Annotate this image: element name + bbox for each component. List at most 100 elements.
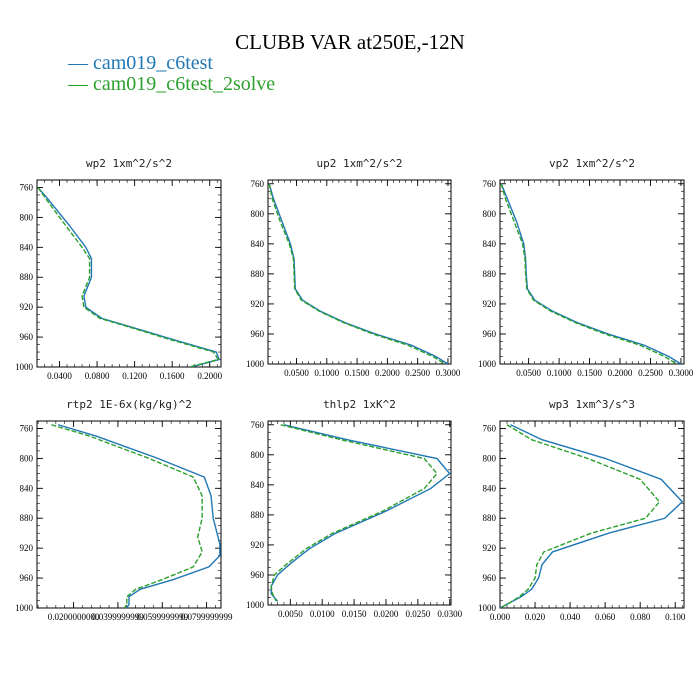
figure-title: CLUBB VAR at250E,-12N [235, 30, 465, 54]
y-tick-label: 840 [483, 483, 497, 493]
x-tick-label: 0.2500 [405, 368, 430, 378]
plot-frame [499, 420, 685, 609]
chart-panel-3: vp2 1xm^2/s^2 0.0500 0.1000 0.1500 0.2000 0.2… [478, 157, 694, 378]
y-tick-label: 960 [251, 570, 265, 580]
x-tick-label: 0.0100 [310, 609, 335, 619]
y-tick-label: 760 [251, 420, 265, 430]
x-tick-label: 0.100 [665, 612, 686, 622]
y-tick-label: 760 [251, 179, 265, 189]
y-tick-label: 880 [483, 269, 497, 279]
y-tick-label: 920 [251, 299, 265, 309]
plot-frame [267, 179, 452, 365]
x-tick-label: 0.040 [560, 612, 581, 622]
legend-item-cam019-c6test-2solve: — cam019_c6test_2solve [68, 73, 275, 96]
series-line-cam019-c6test-2solve [270, 424, 438, 602]
x-tick-label: 0.020 [525, 612, 546, 622]
series-line-cam019-c6test [37, 187, 221, 367]
y-tick-label: 800 [483, 209, 497, 219]
series-line-cam019-c6test [57, 424, 221, 608]
plot-frame [499, 179, 685, 365]
x-tick-label: 0.0300 [437, 609, 462, 619]
y-tick-label: 800 [20, 212, 34, 222]
x-tick-label: 0.0200 [374, 609, 399, 619]
y-tick-label: 920 [251, 540, 265, 550]
x-tick-label: 0.1500 [345, 368, 370, 378]
y-tick-label: 1000 [246, 359, 265, 369]
y-tick-label: 800 [251, 450, 265, 460]
series-line-cam019-c6test [500, 424, 684, 608]
y-tick-label: 760 [483, 179, 497, 189]
x-tick-label: 0.2000 [608, 368, 633, 378]
legend-label: cam019_c6test_2solve [93, 73, 276, 95]
chart-panel-6: wp3 1xm^3/s^3 0.000 0.020 0.040 0.060 0.080 0.… [478, 398, 686, 622]
y-tick-label: 960 [483, 573, 497, 583]
panel-title: vp2 1xm^2/s^2 [549, 157, 635, 170]
panel-title: rtp2 1E-6x(kg/kg)^2 [66, 398, 192, 411]
y-tick-label: 920 [483, 543, 497, 553]
y-tick-label: 1000 [478, 603, 497, 613]
x-tick-label: 0.0500 [516, 368, 541, 378]
panel-title: thlp2 1xK^2 [323, 398, 396, 411]
x-tick-label: 0.3000 [669, 368, 694, 378]
x-tick-label: 0.1000 [314, 368, 339, 378]
x-tick-label: 0.0050 [278, 609, 303, 619]
x-tick-label: 0.1500 [577, 368, 602, 378]
panel-title: wp2 1xm^2/s^2 [86, 157, 172, 170]
x-tick-label: 0.0599999999 [136, 612, 188, 622]
y-tick-label: 960 [483, 329, 497, 339]
y-tick-label: 880 [20, 272, 34, 282]
y-tick-label: 840 [20, 483, 34, 493]
y-tick-label: 960 [251, 329, 265, 339]
y-tick-label: 1000 [478, 359, 497, 369]
plot-frame [36, 179, 222, 368]
legend-label: cam019_c6test [93, 52, 213, 74]
x-tick-label: 0.2500 [638, 368, 663, 378]
plot-frame [36, 420, 222, 609]
plot-frame [267, 420, 452, 606]
series-line-cam019-c6test [268, 183, 449, 364]
y-tick-label: 840 [251, 239, 265, 249]
y-tick-label: 1000 [15, 603, 34, 613]
y-tick-label: 800 [251, 209, 265, 219]
x-tick-label: 0.0800 [85, 371, 110, 381]
series-line-cam019-c6test [270, 424, 451, 602]
panel-title: wp3 1xm^3/s^3 [549, 398, 635, 411]
y-tick-label: 840 [20, 242, 34, 252]
legend-item-cam019-c6test: — cam019_c6test [68, 52, 213, 75]
y-tick-label: 760 [483, 423, 497, 433]
x-tick-label: 0.0250 [405, 609, 430, 619]
x-tick-label: 0.080 [630, 612, 651, 622]
series-line-cam019-c6test-2solve [268, 183, 446, 364]
panel-title: up2 1xm^2/s^2 [316, 157, 402, 170]
y-tick-label: 760 [20, 423, 34, 433]
y-tick-label: 1000 [15, 362, 34, 372]
x-tick-label: 0.3000 [436, 368, 461, 378]
legend-marker: — [68, 73, 88, 95]
series-line-cam019-c6test-2solve [500, 183, 678, 364]
x-tick-label: 0.0799999999 [181, 612, 233, 622]
y-tick-label: 880 [251, 510, 265, 520]
series-line-cam019-c6test [500, 183, 682, 364]
y-tick-label: 840 [251, 480, 265, 490]
y-tick-label: 920 [483, 299, 497, 309]
x-tick-label: 0.0500 [284, 368, 309, 378]
y-tick-label: 800 [483, 453, 497, 463]
x-tick-label: 0.2000 [375, 368, 400, 378]
y-tick-label: 960 [20, 332, 34, 342]
y-tick-label: 760 [20, 182, 34, 192]
y-tick-label: 880 [483, 513, 497, 523]
chart-panel-2: up2 1xm^2/s^2 0.0500 0.1000 0.1500 0.2000 0.2… [246, 157, 461, 378]
chart-panel-5: thlp2 1xK^2 0.0050 0.0100 0.0150 0.0200 0.025… [246, 398, 463, 619]
chart-panel-4: rtp2 1E-6x(kg/kg)^2 0.02000000000.0399999… [15, 398, 233, 622]
y-tick-label: 800 [20, 453, 34, 463]
x-tick-label: 0.1600 [160, 371, 185, 381]
legend-marker: — [68, 52, 88, 74]
y-tick-label: 840 [483, 239, 497, 249]
x-tick-label: 0.1200 [122, 371, 147, 381]
y-tick-label: 960 [20, 573, 34, 583]
x-tick-label: 0.1000 [547, 368, 572, 378]
series-line-cam019-c6test-2solve [37, 187, 220, 367]
x-tick-label: 0.0200000000 [48, 612, 100, 622]
y-tick-label: 1000 [246, 600, 265, 610]
